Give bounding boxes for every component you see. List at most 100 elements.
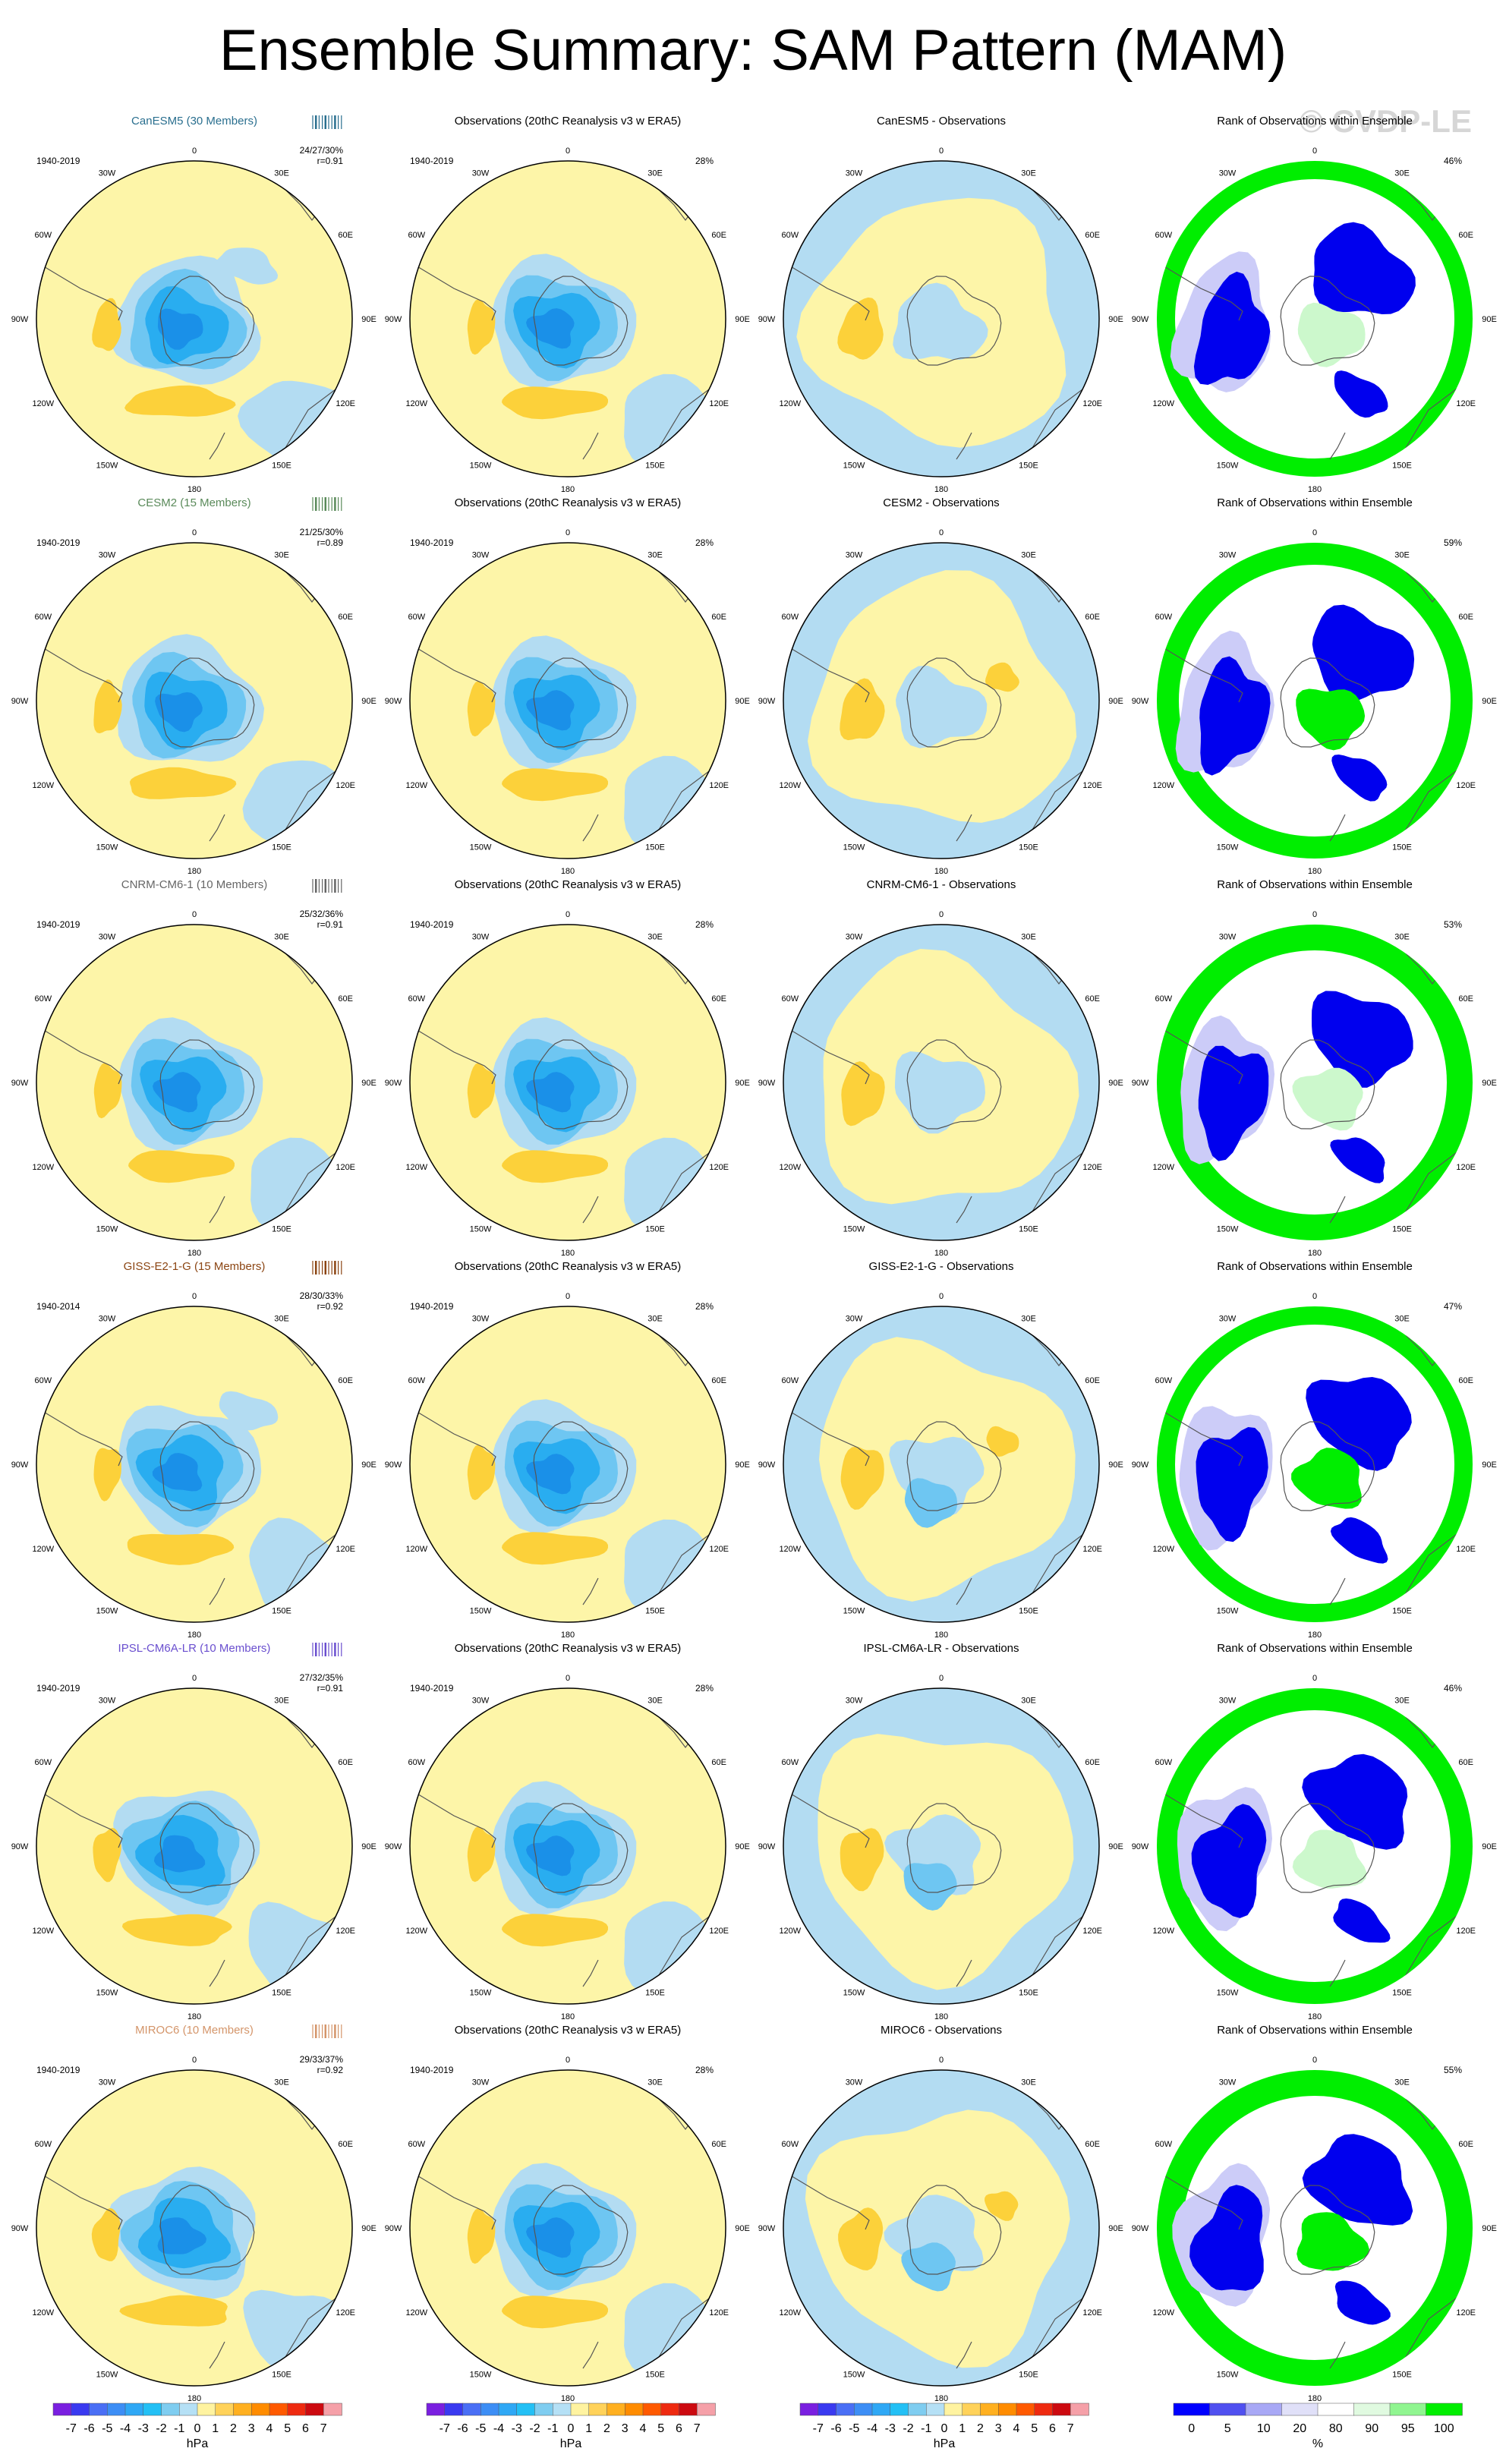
lon-label: 90E (735, 1079, 750, 1088)
lon-label: 150W (1217, 1606, 1239, 1615)
map-border (783, 1306, 1100, 1623)
years-label: 1940-2019 (36, 537, 80, 548)
lon-label: 0 (1312, 910, 1317, 919)
lon-label: 0 (192, 147, 197, 156)
panel-model-3: GISS-E2-1-G (15 Members) 1940-2014 28/30/3… (11, 1260, 376, 1640)
lon-label: 30E (274, 2078, 289, 2087)
south-america-coastline (415, 1792, 496, 1848)
map-field (783, 1306, 1099, 1622)
lon-label: 180 (934, 1631, 948, 1640)
outer-negative (624, 1519, 726, 1622)
new-zealand-coastline (582, 1577, 599, 1605)
antarctica-coastline (906, 1803, 1002, 1893)
lon-label: 60E (711, 1758, 726, 1767)
model-title: CESM2 (15 Members) (137, 496, 250, 509)
colorbar-swatch (287, 2403, 307, 2416)
colorbar-swatch (161, 2403, 180, 2416)
rank-title: Rank of Observations within Ensemble (1217, 2024, 1413, 2037)
antarctica-coastline (533, 1421, 629, 1511)
lon-label: 60E (1458, 994, 1473, 1004)
antarctica-coastline (533, 2185, 629, 2275)
lon-label: 90E (735, 697, 750, 706)
model-title: CanESM5 (30 Members) (131, 115, 257, 128)
outer-negative (624, 1901, 726, 2004)
positive-band (128, 1150, 235, 1183)
lon-label: 30W (99, 169, 116, 178)
colorbar-label: -6 (457, 2422, 468, 2435)
lon-label: 120W (1152, 781, 1174, 790)
lon-label: 30W (1219, 1315, 1237, 1324)
stats-label: 29/33/37% (300, 2054, 344, 2065)
negative-core (157, 308, 203, 350)
lon-label: 120W (32, 399, 54, 408)
rank-low-region (1199, 656, 1271, 776)
lon-label: 90E (361, 1079, 376, 1088)
colorbar-label: -4 (493, 2422, 504, 2435)
colorbar-swatch (1281, 2403, 1319, 2416)
colorbar-observations: -7 -6 -5 -4 -3 -2 -1 0 1 2 3 4 5 6 7 hPa (426, 2403, 716, 2450)
lon-label: 150W (470, 843, 492, 852)
diff-title: CESM2 - Observations (883, 496, 999, 509)
lon-label: 150W (1217, 843, 1239, 852)
rank-title: Rank of Observations within Ensemble (1217, 1260, 1413, 1273)
model-title: GISS-E2-1-G (15 Members) (124, 1260, 266, 1273)
lon-label: 30E (1394, 551, 1410, 560)
obs-pct-label: 28% (695, 156, 714, 166)
lon-label: 90E (361, 315, 376, 324)
rank-low-region (1198, 1045, 1269, 1161)
panel-model-4: IPSL-CM6A-LR (10 Members) 1940-2019 27/32/… (11, 1642, 376, 2021)
colorbar-swatch (233, 2403, 252, 2416)
lon-label: 0 (566, 910, 570, 919)
panel-observations-5: Observations (20thC Reanalysis v3 w ERA5… (385, 2024, 750, 2403)
south-america-coastline (1162, 1410, 1243, 1467)
lon-label: 90E (1108, 2224, 1123, 2233)
lon-label: 60E (711, 994, 726, 1004)
lon-label: 150E (1019, 1224, 1038, 1234)
rank-pct-label: 59% (1444, 537, 1462, 548)
rank-pct-label: 53% (1444, 919, 1462, 930)
lon-label: 120E (336, 1927, 355, 1936)
outer-negative (242, 760, 352, 859)
colorbar-swatch (606, 2403, 625, 2416)
model-title: MIROC6 (10 Members) (135, 2024, 254, 2037)
colorbar-label: 6 (1049, 2422, 1056, 2435)
lon-label: 30W (99, 551, 116, 560)
correlation-label: r=0.91 (317, 919, 344, 930)
lon-label: 120E (336, 781, 355, 790)
map-border (409, 1687, 726, 2005)
colorbar-swatch (444, 2403, 464, 2416)
rank-pct-label: 55% (1444, 2065, 1462, 2075)
colorbar-label: 7 (320, 2422, 327, 2435)
south-america-coastline (415, 1029, 496, 1085)
lon-label: 180 (1308, 485, 1322, 494)
negative-core (526, 2217, 575, 2258)
positive-band (502, 1150, 608, 1183)
lon-label: 60W (1155, 613, 1173, 622)
colorbar-rank: 0 5 10 20 80 90 95 100% (1173, 2403, 1463, 2450)
negative-core (903, 1863, 957, 1911)
diff-title: MIROC6 - Observations (881, 2024, 1002, 2037)
lon-label: 150W (96, 843, 118, 852)
rank-pct-label: 46% (1444, 156, 1462, 166)
positive-core (467, 1826, 496, 1883)
south-america-coastline (789, 1410, 870, 1467)
antarctica-coastline (533, 1039, 629, 1130)
colorbar-swatch (625, 2403, 644, 2416)
colorbar-label: -2 (529, 2422, 540, 2435)
lon-label: 60W (782, 994, 799, 1004)
lon-label: 90E (1108, 1842, 1123, 1851)
south-america-coastline (1162, 265, 1243, 321)
stats-label: 21/25/30% (300, 527, 344, 537)
positive-band (502, 768, 608, 802)
positive-core (93, 1063, 122, 1119)
lon-label: 150E (1019, 461, 1038, 470)
obs-title: Observations (20thC Reanalysis v3 w ERA5… (455, 878, 681, 891)
south-america-coastline (415, 1410, 496, 1467)
negative-core (526, 1454, 575, 1495)
south-america-coastline (1162, 1792, 1243, 1848)
rank-low-region (1189, 2185, 1264, 2291)
antarctica-coastline (906, 1039, 1002, 1130)
new-zealand-coastline (582, 1959, 599, 1987)
colorbar-swatch (462, 2403, 481, 2416)
lon-label: 90E (1108, 1460, 1123, 1470)
